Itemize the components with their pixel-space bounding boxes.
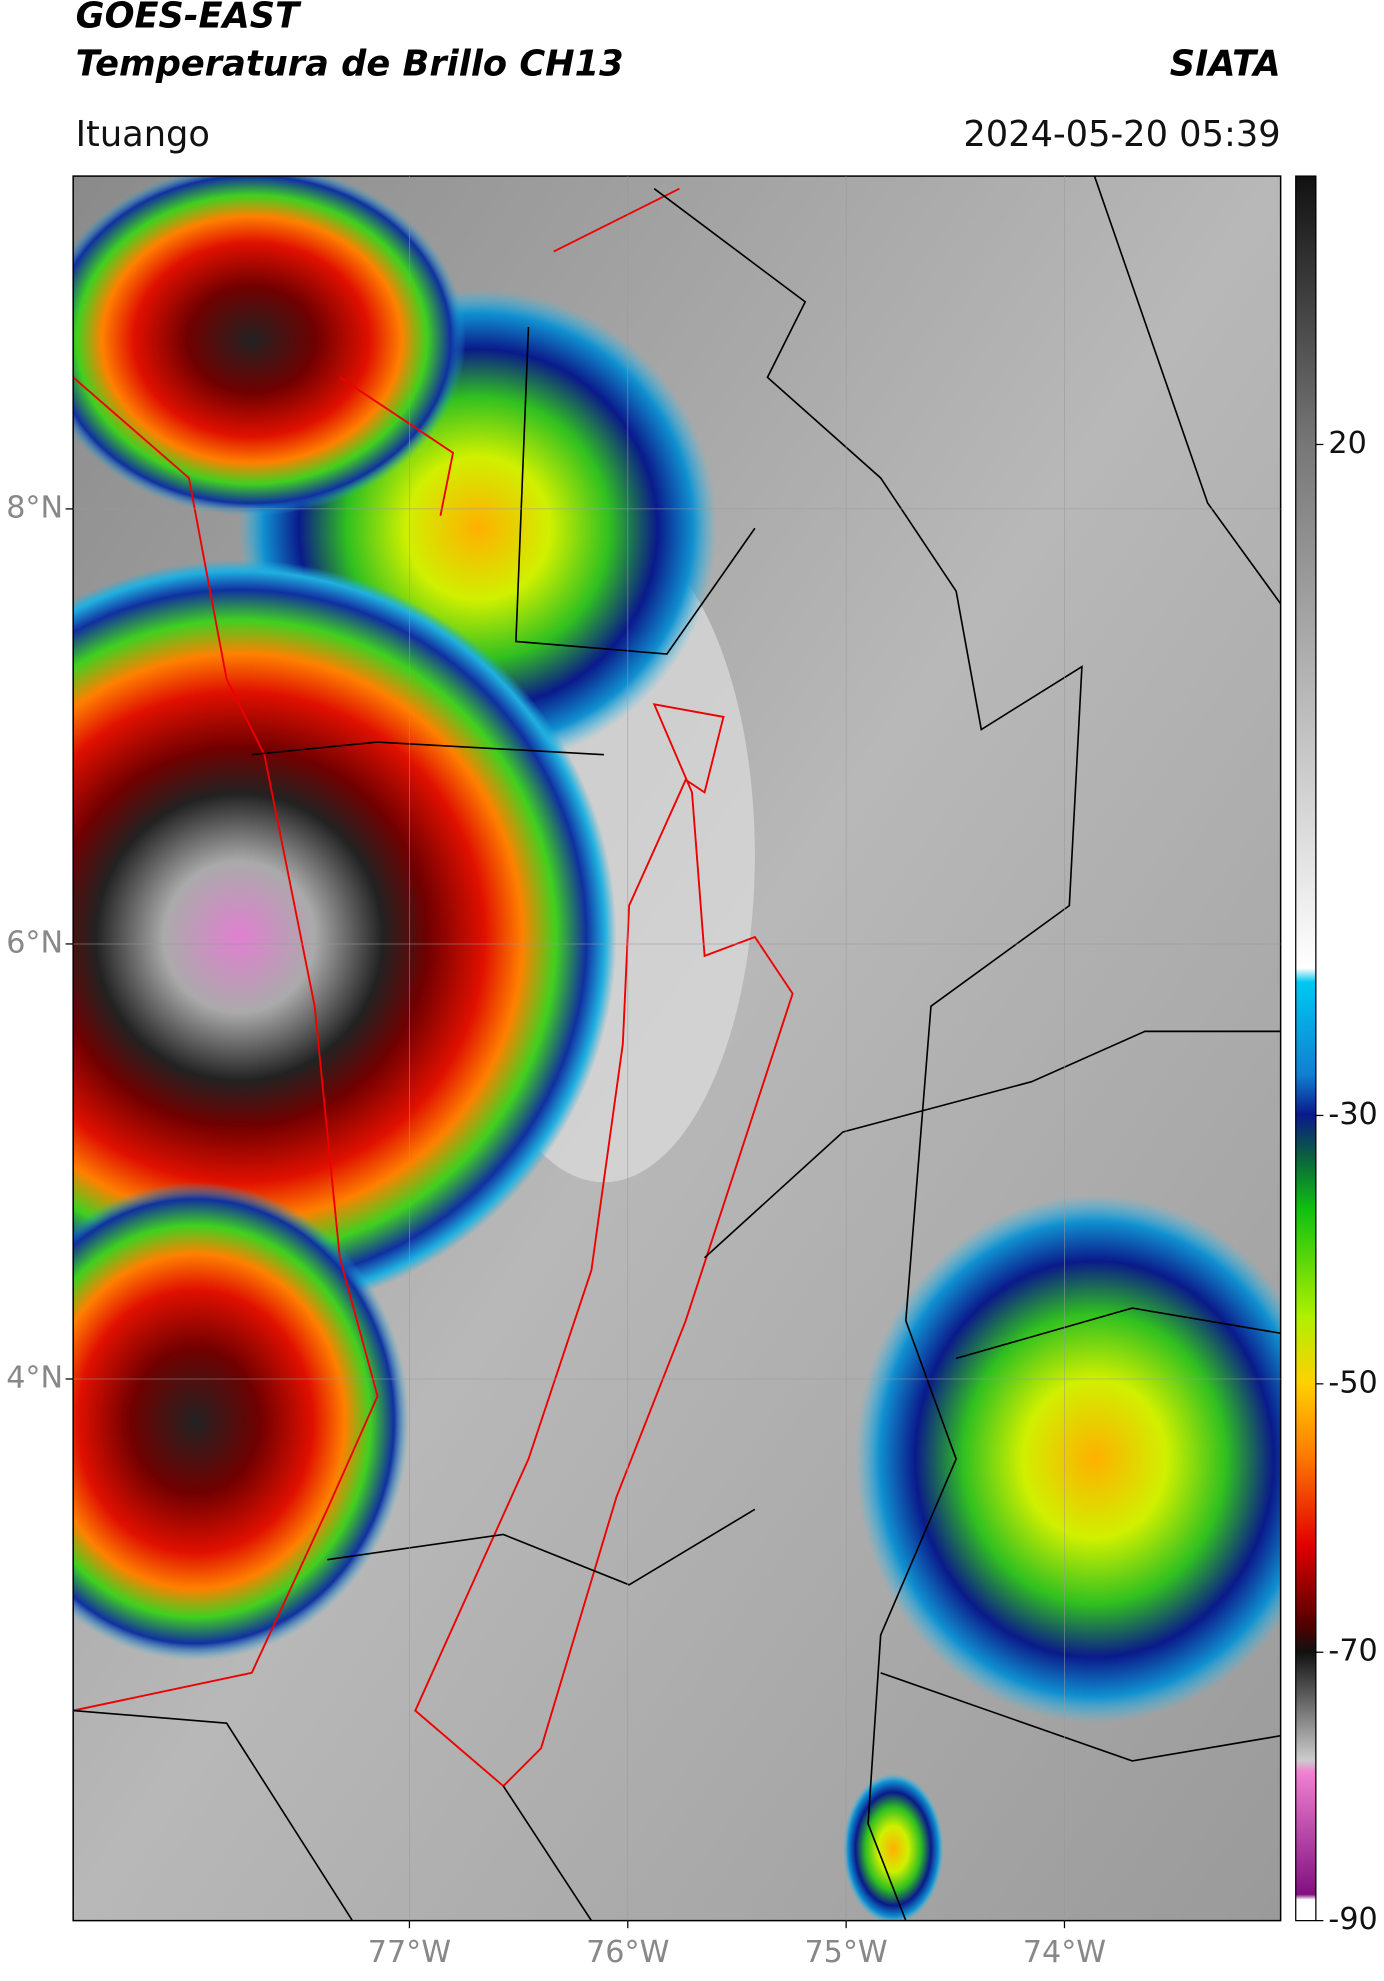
boundaries (73, 176, 1281, 1921)
source: SIATA (1170, 43, 1281, 84)
y-tick-label: 6°N (6, 925, 63, 960)
subtitle: Temperatura de Brillo CH13 (76, 43, 624, 84)
x-tick-label: 74°W (1023, 1935, 1106, 1970)
x-tick-label: 75°W (804, 1935, 887, 1970)
datetime: 2024-05-20 05:39 (963, 114, 1280, 155)
x-tick-label: 76°W (586, 1935, 669, 1970)
colorbar (1295, 175, 1317, 1922)
y-tick-label: 4°N (6, 1360, 63, 1395)
x-tick-label: 77°W (368, 1935, 451, 1970)
colorbar-tick-label: -50 (1328, 1365, 1377, 1400)
colorbar-tick-label: -70 (1328, 1634, 1377, 1669)
colorbar-tick-label: 20 (1328, 426, 1366, 461)
location: Ituango (76, 114, 210, 155)
border (414, 703, 794, 1788)
map (73, 176, 1281, 1921)
map-frame (72, 175, 1282, 1922)
y-tick-label: 8°N (6, 490, 63, 525)
colorbar-tick-label: -90 (1328, 1902, 1377, 1937)
colorbar-tick-label: -30 (1328, 1097, 1377, 1132)
title: GOES-EAST (76, 0, 302, 37)
cloud (73, 1182, 409, 1661)
cloud (842, 1773, 944, 1921)
cloud (73, 176, 466, 516)
cloud (855, 1194, 1281, 1724)
coastline (73, 187, 680, 1712)
